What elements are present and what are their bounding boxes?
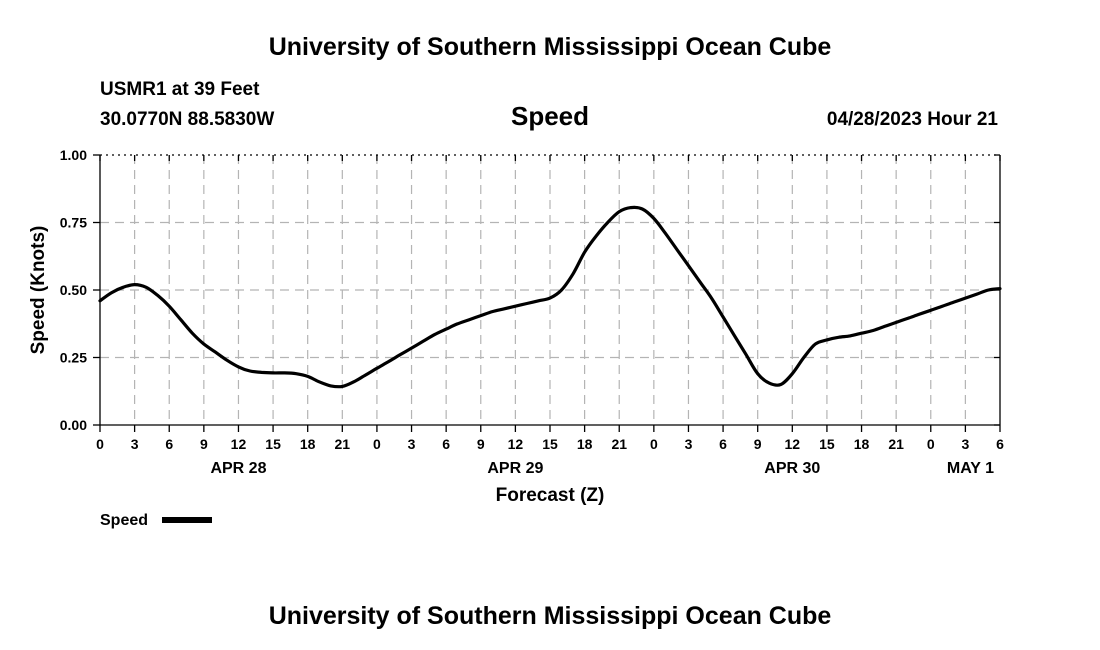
tick-labels: 0.00 0.25 0.50 0.75 1.00 0 3 6 9 12 15 18 21 0 3 6 9 12 15…: [60, 147, 1004, 477]
x-tick-label: 0: [96, 436, 104, 452]
station-location: 30.0770N 88.5830W: [100, 109, 274, 130]
x-tick-label: 18: [854, 436, 870, 452]
x-tick-label: 12: [231, 436, 247, 452]
x-tick-label: 6: [442, 436, 450, 452]
y-tick-label: 1.00: [60, 147, 87, 163]
station-name: USMR1 at 39 Feet: [100, 79, 260, 100]
x-tick-label: 15: [542, 436, 558, 452]
x-tick-label: 18: [577, 436, 593, 452]
x-tick-label: 6: [165, 436, 173, 452]
chart-title: University of Southern Mississippi Ocean…: [269, 33, 832, 61]
variable-title: Speed: [511, 101, 589, 131]
x-tick-label: 18: [300, 436, 316, 452]
x-tick-label: 3: [131, 436, 139, 452]
speed-series-line: [98, 205, 1002, 389]
y-tick-label: 0.50: [60, 282, 87, 298]
x-tick-label: 21: [335, 436, 351, 452]
x-tick-label: 12: [508, 436, 524, 452]
footer-title: University of Southern Mississippi Ocean…: [269, 602, 832, 630]
x-axis-label: Forecast (Z): [496, 485, 605, 506]
x-tick-label: 3: [961, 436, 969, 452]
x-tick-label: 9: [200, 436, 208, 452]
y-tick-label: 0.00: [60, 417, 87, 433]
x-tick-label: 6: [996, 436, 1004, 452]
x-tick-label: 15: [265, 436, 281, 452]
x-tick-label: 12: [785, 436, 801, 452]
x-tick-label: 21: [611, 436, 627, 452]
series-layer: [98, 205, 1002, 389]
y-tick-label: 0.25: [60, 350, 87, 366]
x-tick-label: 3: [408, 436, 416, 452]
y-tick-label: 0.75: [60, 215, 87, 231]
y-axis-label: Speed (Knots): [28, 226, 49, 355]
date-label: APR 28: [210, 460, 266, 477]
date-label: APR 30: [764, 460, 820, 477]
x-tick-label: 21: [888, 436, 904, 452]
x-tick-label: 0: [373, 436, 381, 452]
date-label: MAY 1: [947, 460, 994, 477]
grid-lines: [100, 155, 1000, 425]
forecast-timestamp: 04/28/2023 Hour 21: [827, 109, 999, 130]
date-label: APR 29: [487, 460, 543, 477]
x-tick-label: 9: [754, 436, 762, 452]
x-tick-label: 0: [927, 436, 935, 452]
legend-label: Speed: [100, 512, 148, 529]
x-tick-label: 6: [719, 436, 727, 452]
x-tick-label: 0: [650, 436, 658, 452]
axis-ticks: [93, 154, 1001, 432]
x-tick-label: 9: [477, 436, 485, 452]
x-tick-label: 3: [685, 436, 693, 452]
x-tick-label: 15: [819, 436, 835, 452]
